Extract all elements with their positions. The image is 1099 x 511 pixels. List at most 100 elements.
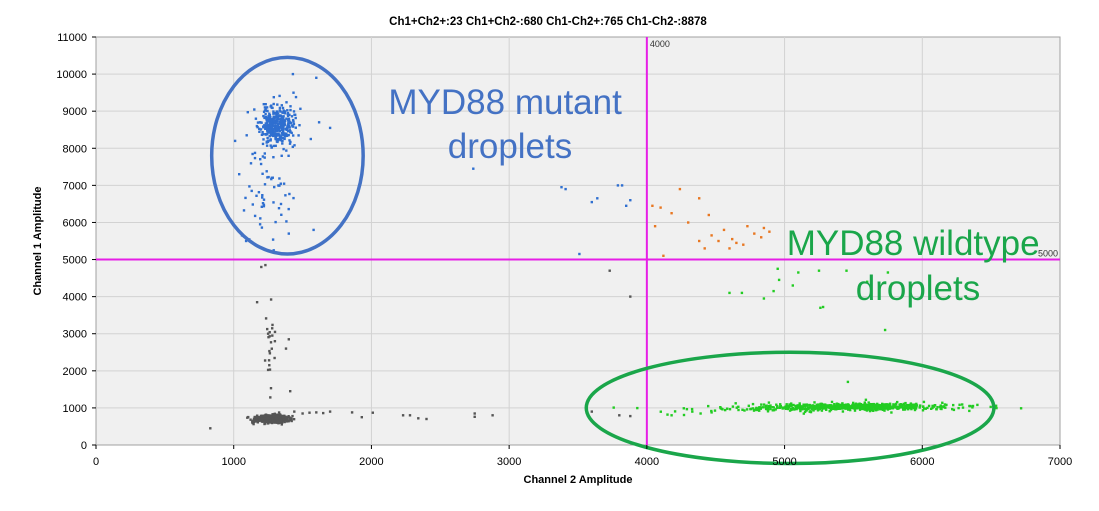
droplet-point-2-300 [891,406,895,410]
droplet-point-0-257 [288,129,291,132]
droplet-point-3-807 [261,417,264,420]
droplet-point-0-195 [290,115,294,118]
droplet-point-3-721 [283,420,286,424]
droplet-point-0-141 [277,114,280,118]
droplet-point-2-683 [749,407,752,411]
droplet-point-3-912 [268,349,271,353]
droplet-point-2-491 [767,401,771,404]
droplet-point-3-894 [277,418,280,421]
droplet-point-0-10 [278,122,281,125]
droplet-point-0-424 [261,172,264,175]
droplet-point-2-192 [894,402,898,405]
droplet-point-1-20 [746,225,749,228]
droplet-point-2-130 [764,406,767,409]
droplet-point-2-151 [830,404,833,407]
droplet-point-2-509 [828,406,831,410]
droplet-point-0-191 [274,144,277,147]
droplet-point-2-699 [758,406,761,409]
droplet-point-2-661 [636,406,639,410]
droplet-point-2-382 [893,403,896,406]
droplet-point-3-896 [279,415,282,418]
droplet-point-3-939 [401,414,405,417]
threshold-label-x: 4000 [650,39,670,49]
droplet-point-2-226 [811,407,814,410]
droplet-point-2-165 [844,403,848,406]
droplet-point-2-675 [756,408,760,411]
droplet-point-3-878 [280,420,283,423]
droplet-point-0-348 [294,126,297,129]
droplet-point-0-201 [273,122,277,125]
droplet-point-3-937 [328,410,332,413]
droplet-point-0-256 [263,116,266,120]
droplet-point-0-397 [267,129,270,132]
droplet-point-2-652 [741,408,744,411]
droplet-point-0-384 [270,177,273,181]
droplet-point-3-760 [256,416,260,419]
droplet-point-0-305 [273,132,276,135]
droplet-point-0-286 [262,125,265,128]
droplet-point-2-618 [857,405,860,409]
droplet-point-2-720 [817,269,821,272]
droplet-point-2-517 [872,406,875,409]
droplet-point-0-68 [272,110,275,113]
droplet-point-0-420 [279,182,282,185]
droplet-point-3-847 [285,420,289,423]
droplet-point-2-153 [809,406,812,409]
droplet-point-3-927 [271,334,274,337]
droplet-point-1-17 [662,254,665,257]
droplet-point-2-447 [936,406,939,409]
droplet-point-0-357 [261,142,265,146]
droplet-point-3-933 [301,412,304,415]
droplet-point-0-93 [263,106,267,109]
y-tick-label-7: 7000 [63,180,87,192]
droplet-point-0-200 [292,122,296,126]
droplet-point-0-349 [287,126,290,129]
droplet-point-2-529 [779,403,782,406]
droplet-point-2-712 [682,413,686,417]
droplet-point-2-534 [885,405,888,408]
droplet-point-2-355 [923,407,926,410]
droplet-point-3-800 [280,416,283,420]
droplet-point-0-92 [285,101,288,104]
droplet-point-0-244 [268,120,271,123]
droplet-point-2-677 [737,408,740,412]
droplet-point-0-346 [275,116,278,119]
droplet-point-3-215 [290,419,293,423]
droplet-point-2-711 [670,414,673,417]
series-Ch1-Ch2+ [612,267,1023,417]
droplet-point-0-400 [261,194,264,197]
droplet-point-1-6 [710,234,713,237]
droplet-point-0-172 [281,142,284,145]
droplet-point-1-15 [768,230,771,233]
droplet-point-2-703 [720,407,723,410]
droplet-point-3-851 [277,421,281,424]
droplet-point-2-702 [795,407,798,411]
droplet-point-3-32 [289,419,292,422]
cluster-ellipses [209,55,996,466]
droplet-point-2-673 [759,407,762,410]
droplet-point-0-297 [246,111,249,114]
droplet-point-0-131 [253,108,256,111]
droplet-point-0-380 [266,176,269,179]
droplet-point-2-515 [887,405,890,409]
droplet-point-0-57 [292,134,295,137]
droplet-point-2-467 [846,403,849,406]
droplet-point-0-399 [244,196,247,200]
droplet-point-0-351 [292,120,295,123]
droplet-point-1-9 [722,228,726,232]
droplet-point-0-332 [274,136,278,140]
droplet-point-0-312 [269,105,272,108]
droplet-point-2-126 [943,403,947,406]
droplet-point-0-194 [260,133,264,136]
y-tick-label-10: 10000 [56,69,87,81]
droplet-point-2-320 [927,404,931,408]
droplet-point-2-622 [799,405,802,408]
droplet-point-3-930 [287,338,290,341]
droplet-point-2-482 [922,400,926,404]
droplet-point-2-331 [881,402,884,406]
y-tick-label-11: 11000 [57,32,87,44]
droplet-point-2-324 [918,406,921,409]
droplet-point-0-429 [262,205,266,208]
droplet-point-1-8 [717,239,720,243]
